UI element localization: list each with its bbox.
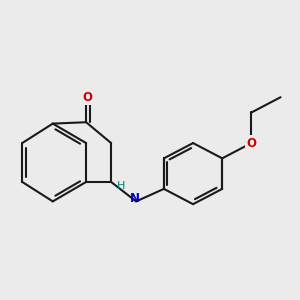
Text: O: O bbox=[82, 91, 92, 104]
Text: N: N bbox=[130, 192, 140, 205]
Text: O: O bbox=[246, 136, 256, 150]
Text: H: H bbox=[117, 181, 125, 191]
